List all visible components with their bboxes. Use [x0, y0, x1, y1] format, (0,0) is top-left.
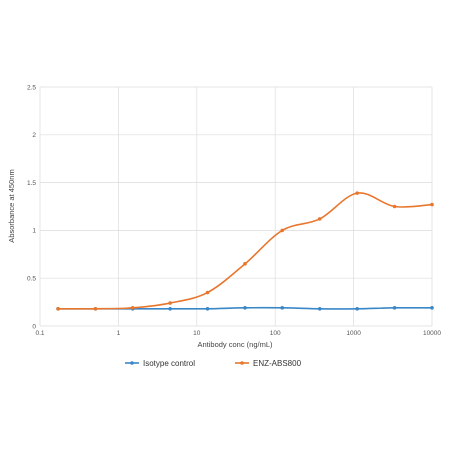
x-gridlines: [39, 87, 433, 326]
data-point: [430, 202, 434, 207]
y-tick-label: 0: [32, 323, 36, 330]
y-tick-label: 1: [32, 228, 36, 235]
data-point: [130, 306, 135, 310]
y-tick-label: 2: [32, 132, 36, 139]
data-point: [243, 306, 247, 310]
data-point: [355, 306, 359, 311]
legend-swatch-marker: [130, 361, 134, 365]
data-point: [93, 306, 98, 311]
x-tick-labels: 0.1 1 10 100 1000 10000: [35, 330, 441, 337]
y-tick-label: 2.5: [27, 84, 36, 91]
x-tick-label: 10: [193, 330, 201, 337]
data-point: [168, 301, 172, 305]
legend-swatch-marker: [240, 361, 244, 365]
data-point: [205, 290, 210, 295]
data-point: [243, 262, 247, 266]
data-point: [280, 228, 285, 233]
y-tick-label: 1.5: [27, 180, 36, 187]
y-gridlines: [40, 86, 432, 327]
y-tick-label: 0.5: [27, 276, 36, 283]
data-point: [168, 306, 172, 311]
legend: Isotype control ENZ-ABS800: [125, 359, 302, 368]
series-enz-abs800: [56, 191, 434, 311]
data-point: [392, 306, 397, 310]
data-point: [355, 191, 359, 195]
data-point: [56, 306, 60, 311]
data-point: [392, 204, 397, 209]
x-axis-title: Antibody conc (ng/mL): [197, 340, 273, 349]
y-axis-title: Absorbance at 450nm: [7, 169, 16, 242]
data-point: [317, 217, 322, 221]
data-point: [430, 306, 434, 310]
legend-label: Isotype control: [143, 359, 195, 368]
legend-item: ENZ-ABS800: [235, 359, 302, 368]
x-tick-label: 1000: [346, 330, 361, 337]
data-point: [317, 306, 322, 311]
legend-item: Isotype control: [125, 359, 195, 368]
x-tick-label: 0.1: [35, 330, 44, 337]
data-point: [280, 306, 285, 310]
x-tick-label: 100: [270, 330, 281, 337]
y-tick-labels: 0 0.5 1 1.5 2 2.5: [27, 84, 36, 330]
legend-label: ENZ-ABS800: [253, 359, 302, 368]
x-tick-label: 1: [117, 330, 121, 337]
series-line: [58, 192, 433, 310]
series-layer: [56, 191, 434, 311]
x-tick-label: 10000: [423, 330, 441, 337]
data-point: [205, 306, 210, 311]
